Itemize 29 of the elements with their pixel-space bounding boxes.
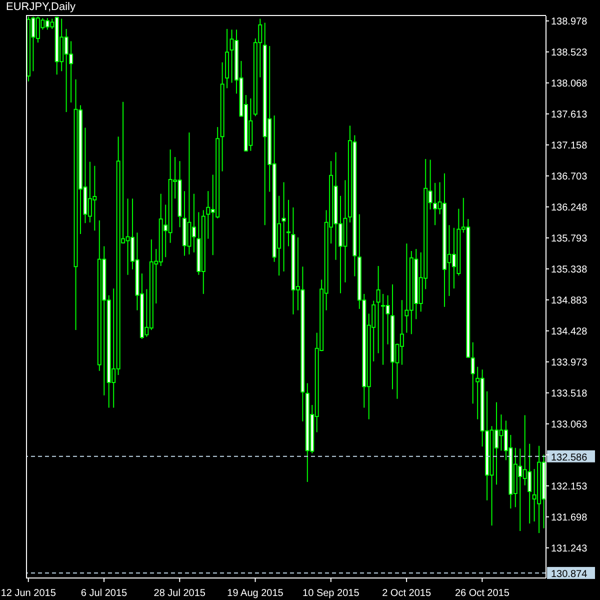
y-tick-label: 132.153: [551, 481, 588, 492]
y-tick-label: 135.793: [551, 233, 588, 244]
x-tick-label: 19 Aug 2015: [227, 588, 284, 599]
y-tick-label: 133.973: [551, 357, 588, 368]
ref-line-label: 130.874: [551, 568, 588, 580]
y-tick-label: 138.523: [551, 47, 588, 58]
candlestick: [286, 200, 290, 246]
y-tick-label: 134.428: [551, 326, 588, 338]
x-tick-label: 10 Sep 2015: [302, 588, 360, 599]
x-tick-label: 6 Jul 2015: [80, 588, 128, 599]
chart-title: EURJPY,Daily: [6, 1, 76, 13]
x-tick-label: 12 Jun 2015: [0, 588, 56, 599]
y-tick-label: 133.063: [551, 419, 588, 430]
y-tick-label: 131.698: [551, 512, 588, 524]
y-tick-label: 131.243: [551, 543, 588, 554]
y-tick-label: 136.703: [551, 171, 588, 182]
y-tick-label: 135.338: [551, 264, 588, 276]
y-tick-label: 134.883: [551, 295, 588, 306]
y-tick-label: 137.158: [551, 140, 588, 152]
x-tick-label: 2 Oct 2015: [382, 588, 432, 599]
candlestick: [282, 182, 286, 272]
ref-line-label: 132.586: [551, 452, 588, 464]
y-tick-label: 136.248: [551, 202, 588, 214]
y-tick-label: 137.613: [551, 109, 588, 120]
y-tick-label: 138.068: [551, 78, 588, 90]
y-tick-label: 138.978: [551, 16, 588, 28]
x-tick-label: 26 Oct 2015: [454, 588, 510, 599]
y-tick-label: 133.518: [551, 388, 588, 400]
x-tick-label: 28 Jul 2015: [154, 588, 206, 599]
